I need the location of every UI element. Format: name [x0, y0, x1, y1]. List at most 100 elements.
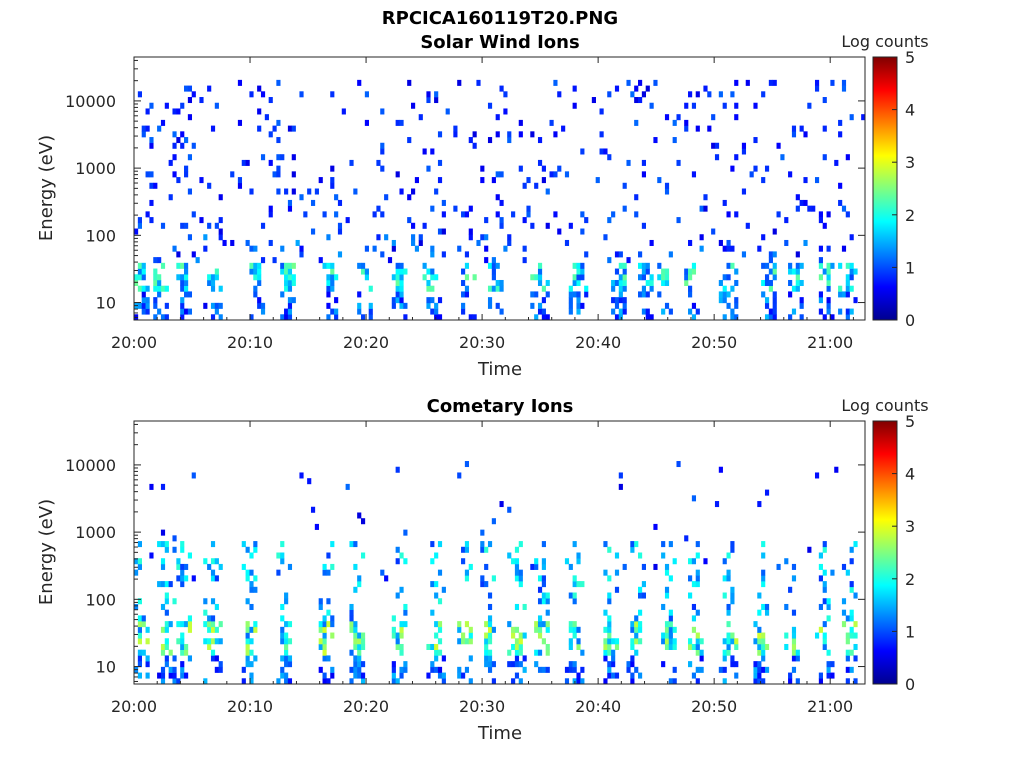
spectrogram-cell [160, 262, 166, 269]
spectrogram-cell [568, 285, 573, 292]
spectrogram-cell [691, 302, 697, 309]
spectrogram-cell [210, 655, 216, 662]
spectrogram-cell [534, 649, 539, 656]
spectrogram-cell [195, 257, 200, 264]
spectrogram-cell [491, 257, 496, 264]
spectrogram-cell [353, 643, 358, 650]
spectrogram-cell [484, 245, 489, 252]
spectrogram-cell [164, 285, 169, 292]
spectrogram-cell [357, 661, 362, 668]
spectrogram-cell [799, 125, 804, 132]
spectrogram-cell [353, 672, 358, 679]
spectrogram-cell [464, 291, 470, 298]
spectrogram-cell [795, 274, 800, 281]
spectrogram-cell [568, 302, 573, 309]
spectrogram-cell [841, 85, 847, 92]
spectrogram-cell [276, 171, 281, 178]
spectrogram-cell [491, 518, 496, 525]
spectrogram-cell [822, 621, 827, 628]
spectrogram-cell [391, 274, 396, 281]
spectrogram-cell [641, 159, 646, 166]
spectrogram-cell [403, 661, 408, 668]
spectrogram-cell [845, 274, 850, 281]
spectrogram-cell [791, 632, 797, 639]
spectrogram-cell [418, 234, 423, 241]
spectrogram-cell [576, 678, 581, 685]
spectrogram-cell [568, 592, 573, 599]
spectrogram-cell [487, 615, 493, 622]
spectrogram-cell [614, 638, 620, 645]
spectrogram-cell [137, 632, 142, 639]
spectrogram-cell [310, 506, 316, 513]
spectrogram-cell [861, 114, 866, 121]
spectrogram-cell [184, 137, 189, 144]
spectrogram-cell [187, 626, 193, 633]
spectrogram-cell [137, 672, 142, 679]
spectrogram-cell [499, 217, 504, 224]
spectrogram-cell [280, 541, 285, 548]
spectrogram-cell [376, 234, 381, 241]
spectrogram-cell [764, 666, 770, 673]
spectrogram-cell [210, 279, 216, 286]
spectrogram-cell [791, 649, 797, 656]
spectrogram-cell [437, 666, 443, 673]
spectrogram-cell [664, 182, 670, 189]
spectrogram-cell [518, 165, 523, 172]
spectrogram-cell [730, 632, 735, 639]
spectrogram-cell [134, 558, 139, 565]
colorbar-tick-label: 1 [905, 258, 915, 277]
spectrogram-cell [568, 563, 573, 570]
spectrogram-cell [180, 575, 185, 582]
spectrogram-cell [499, 199, 504, 206]
spectrogram-cell [260, 154, 266, 161]
spectrogram-cell [768, 268, 773, 275]
spectrogram-cell [253, 262, 258, 269]
spectrogram-cell [280, 314, 285, 321]
spectrogram-cell [145, 211, 150, 218]
spectrogram-cell [576, 302, 581, 309]
spectrogram-cell [291, 274, 296, 281]
spectrogram-cell [495, 285, 500, 292]
spectrogram-cell [611, 297, 616, 304]
spectrogram-cell [210, 274, 216, 281]
spectrogram-cell [160, 678, 166, 685]
spectrogram-cell [761, 575, 766, 582]
spectrogram-cell [803, 131, 808, 138]
spectrogram-cell [237, 119, 243, 126]
spectrogram-cell [314, 523, 319, 530]
spectrogram-cell [634, 119, 639, 126]
x-axis-label: Time [477, 359, 522, 380]
spectrogram-cell [218, 302, 223, 309]
spectrogram-cell [661, 632, 666, 639]
x-tick-label: 20:00 [111, 333, 157, 352]
spectrogram-cell [634, 541, 639, 548]
spectrogram-cell [434, 302, 439, 309]
spectrogram-cell [849, 558, 854, 565]
spectrogram-cell [395, 297, 400, 304]
spectrogram-cell [753, 661, 758, 668]
spectrogram-cell [145, 125, 150, 132]
spectrogram-cell [791, 563, 797, 570]
spectrogram-cell [703, 85, 708, 92]
spectrogram-cell [695, 638, 700, 645]
spectrogram-cell [284, 638, 289, 645]
spectrogram-cell [357, 302, 362, 309]
spectrogram-cell [795, 262, 800, 269]
spectrogram-cell [618, 262, 623, 269]
spectrogram-cell [464, 569, 470, 576]
spectrogram-cell [630, 638, 635, 645]
spectrogram-cell [730, 165, 735, 172]
spectrogram-cell [722, 245, 727, 252]
spectrogram-cell [487, 262, 493, 269]
y-tick-label: 100 [85, 226, 116, 245]
spectrogram-cell [403, 603, 408, 610]
spectrogram-cell [522, 666, 527, 673]
spectrogram-cell [599, 108, 604, 115]
spectrogram-cell [268, 211, 273, 218]
spectrogram-cell [822, 125, 827, 132]
spectrogram-cell [518, 131, 523, 138]
spectrogram-cell [545, 188, 550, 195]
spectrogram-cell [153, 279, 158, 286]
spectrogram-cell [580, 211, 585, 218]
spectrogram-cell [541, 541, 546, 548]
